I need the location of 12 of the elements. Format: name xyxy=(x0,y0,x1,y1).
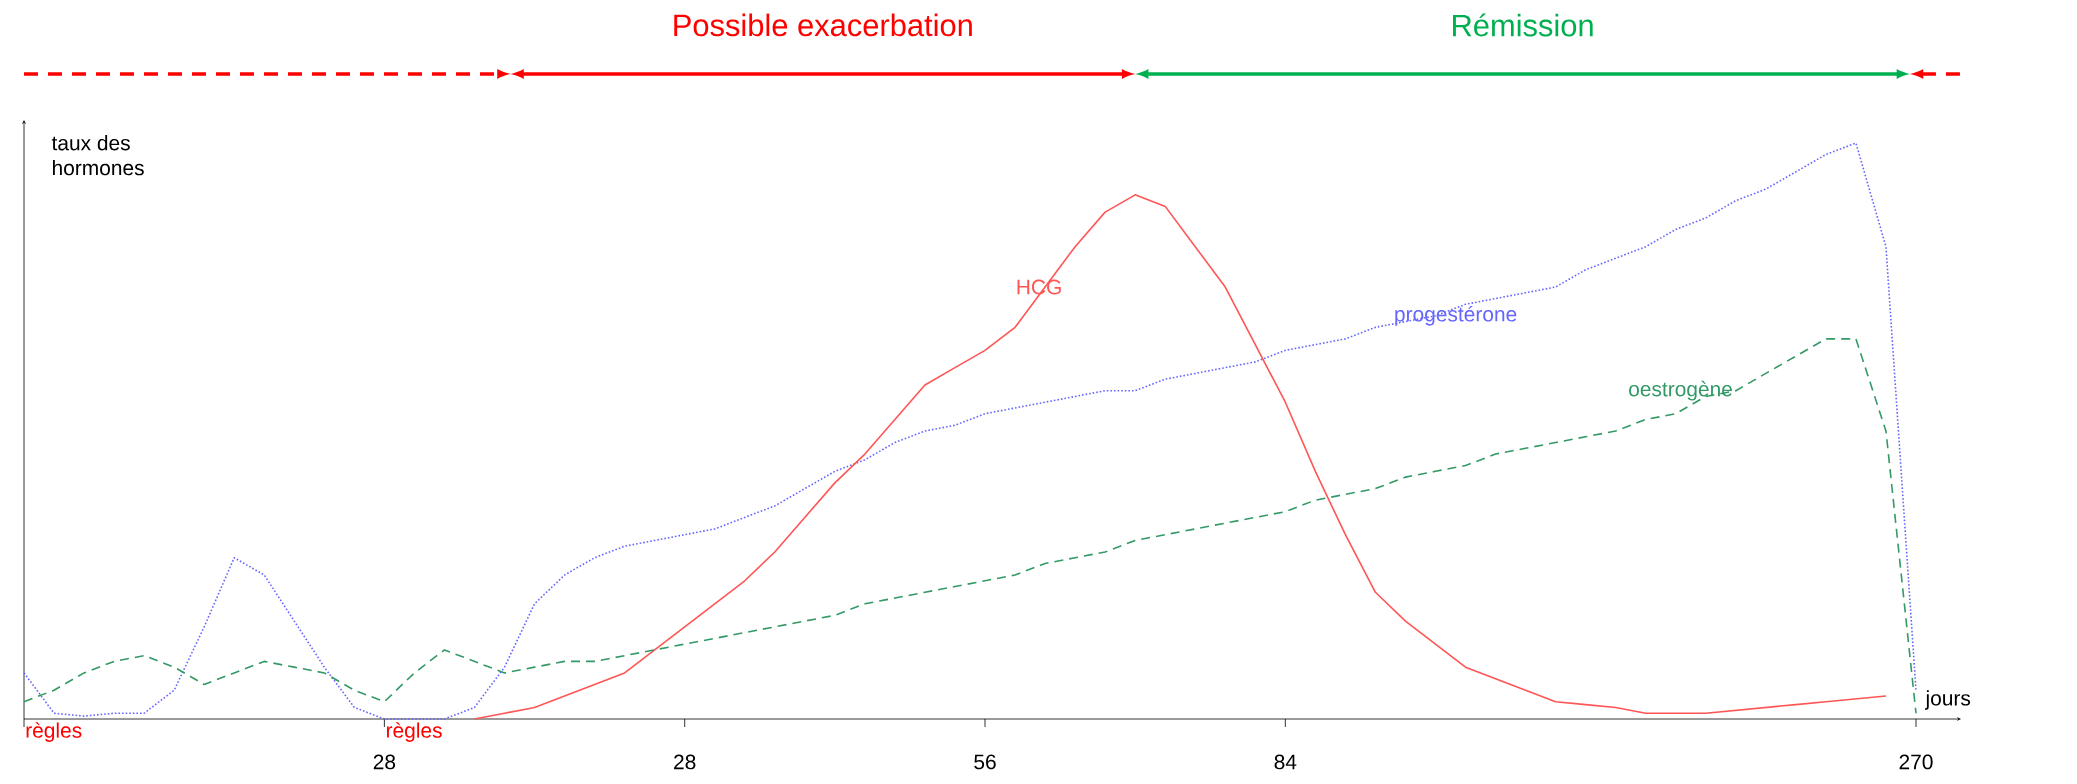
text: Possible exacerbation xyxy=(674,13,972,37)
x-tick-label: 28 xyxy=(373,754,396,770)
text: règles xyxy=(386,722,442,742)
series-label: oestrogène xyxy=(1629,380,1732,401)
x-axis-title: jours xyxy=(1925,690,1971,710)
text: Rémission xyxy=(1453,13,1593,37)
x-tick-label: 56 xyxy=(974,754,996,770)
x-tick-label: 270 xyxy=(1899,754,1933,770)
x-tick-label: 84 xyxy=(1274,754,1297,770)
y-axis-title: taux des hormones xyxy=(51,135,144,176)
x-tick-label: 28 xyxy=(674,754,696,770)
text: règles xyxy=(26,722,82,742)
